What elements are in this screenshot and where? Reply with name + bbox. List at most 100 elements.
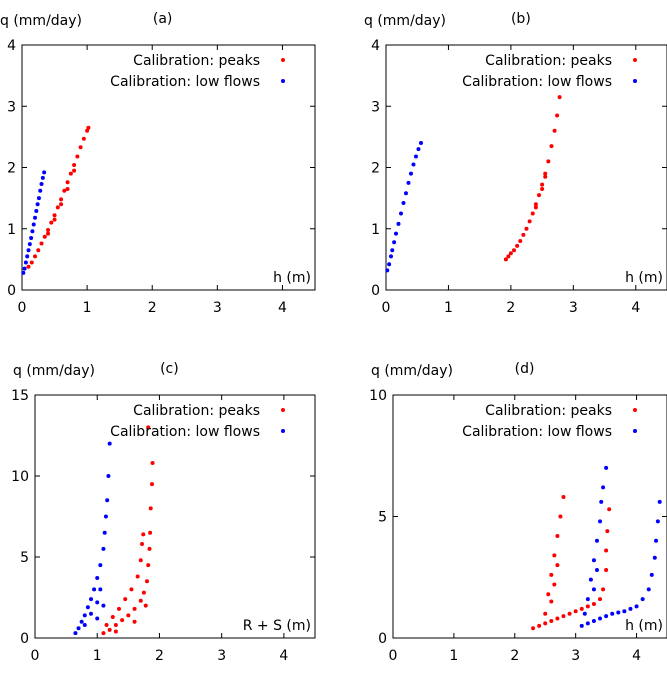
data-point [72,163,77,168]
data-point [512,248,517,253]
data-point [33,254,38,259]
x-tick-label: 3 [213,300,222,316]
data-point [27,242,32,247]
x-tick-label: 4 [278,300,287,316]
x-tick-label: 0 [31,648,40,664]
data-point [552,553,557,558]
data-point [392,240,397,245]
chart-panel-c: 0 1 2 3 4 0 5 10 15 q (mm/day) (c) R + S (m) Calibra… [11,361,316,664]
data-point [396,221,401,226]
data-point [555,533,560,538]
data-point [552,582,557,587]
data-point [655,519,660,524]
data-point [601,485,606,490]
data-point [147,546,152,551]
data-point [138,558,143,563]
data-point [95,576,100,581]
data-point [546,592,551,597]
x-tick-label: 4 [632,648,641,664]
data-point [654,538,659,543]
data-point [649,572,654,577]
x-tick-label: 4 [631,300,640,316]
data-point [591,601,596,606]
data-point [531,626,536,631]
data-point [549,599,554,604]
data-point [123,597,128,602]
data-point [26,264,31,269]
x-axis-label: h (m) [625,618,663,634]
data-point [73,631,78,636]
legend-label: Calibration: peaks [485,403,612,419]
y-tick-label: 5 [20,550,29,566]
data-point [23,260,28,265]
data-point [86,125,91,130]
legend-label: Calibration: peaks [133,403,260,419]
data-point [89,611,93,616]
data-point [40,175,45,180]
y-axis-label: q (mm/day) [13,363,95,379]
data-point [98,563,103,568]
data-point [76,626,81,631]
data-point [594,567,599,572]
data-point [549,144,554,149]
data-point [141,532,146,537]
panel-label: (a) [153,11,173,27]
legend-label: Calibration: low flows [110,74,260,90]
y-axis-label: q (mm/day) [0,13,82,29]
data-point [398,211,403,216]
data-point [508,251,513,256]
data-point [117,606,121,611]
data-point [585,621,590,626]
x-axis-label: h (m) [273,270,311,286]
data-point [555,113,560,118]
data-point [92,587,97,592]
legend-label: Calibration: peaks [133,53,260,69]
panel-label: (c) [160,361,179,377]
data-point [557,95,562,100]
data-point [558,514,563,519]
legend-marker [633,429,637,433]
data-point [591,587,596,592]
data-point [120,618,125,623]
y-tick-label: 1 [7,222,16,238]
data-point [143,603,148,608]
data-point [416,147,421,152]
data-point [536,193,541,198]
data-point [543,611,548,616]
y-tick-label: 4 [371,38,380,54]
data-point [29,235,34,240]
data-point [59,197,64,202]
data-point [145,579,149,584]
data-point [72,168,77,173]
data-point [555,616,560,621]
data-point [604,465,609,470]
data-point [65,180,70,185]
data-point [113,623,118,628]
data-point [65,186,70,191]
data-point [132,619,137,624]
y-tick-label: 10 [369,388,387,404]
data-point [598,616,603,621]
data-point [390,248,395,253]
data-point [585,597,590,602]
data-point [36,196,41,201]
data-point [387,262,392,267]
data-point [411,162,416,167]
data-point [42,234,47,239]
data-point [82,613,87,618]
data-point [598,519,603,524]
data-point [555,563,560,568]
data-point [540,186,545,191]
data-point [68,171,73,176]
data-point [46,231,51,236]
series-low-flows [21,170,47,275]
panel-label: (d) [515,361,535,377]
series-low-flows [385,141,423,273]
y-tick-label: 15 [11,388,29,404]
data-point [393,231,398,236]
data-point [150,461,155,466]
data-point [506,254,511,259]
data-point [55,205,60,210]
data-point [543,174,548,179]
data-point [39,182,44,187]
